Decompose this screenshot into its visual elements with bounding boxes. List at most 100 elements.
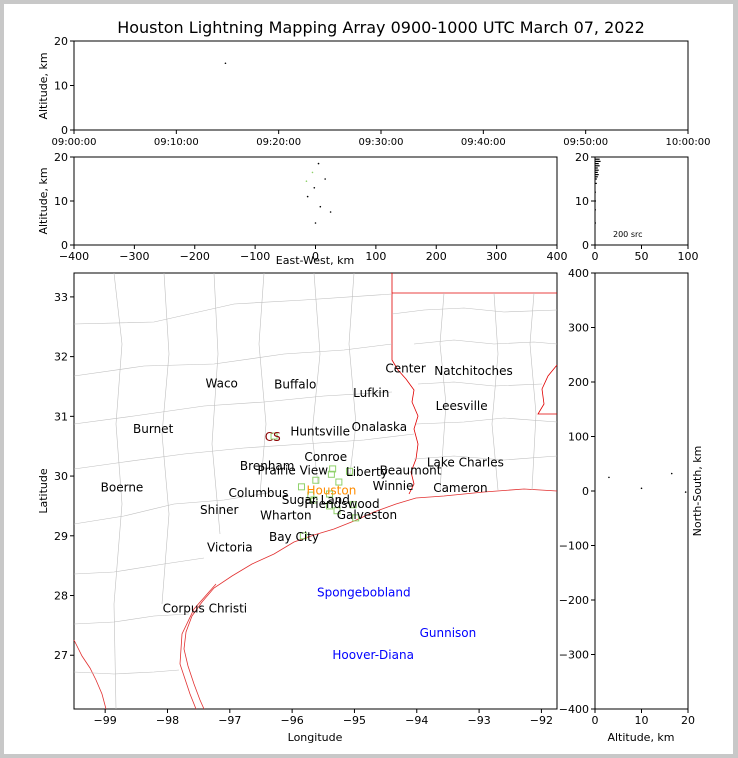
time-axis-tick-label: 09:00:00	[52, 137, 97, 148]
place-label: Wharton	[260, 508, 311, 522]
source-point	[640, 487, 643, 490]
histogram-x-tick-label: 0	[592, 250, 599, 263]
map-axes	[73, 272, 558, 710]
source-point	[684, 491, 687, 493]
place-label: Lake Charles	[427, 455, 504, 469]
east-west-axes	[73, 156, 558, 246]
place-label: Beaumont	[380, 464, 442, 478]
source-point	[305, 180, 308, 182]
north-south-y-tick-label: −100	[559, 540, 589, 553]
map-xlabel: Longitude	[288, 731, 343, 744]
time-altitude-y-tick-label: 20	[54, 35, 68, 48]
time-altitude-ylabel: Altitude, km	[37, 52, 50, 119]
lma-station-marker	[326, 502, 334, 510]
east-west-x-tick-label: 200	[426, 250, 447, 263]
lma-figure: Houston Lightning Mapping Array 0900-100…	[37, 18, 710, 744]
time-altitude-y-tick-label: 0	[61, 124, 68, 137]
north-south-y-tick-label: 200	[568, 376, 589, 389]
place-label: Center	[385, 362, 425, 376]
place-label: Hoover-Diana	[332, 648, 414, 662]
lma-station-marker	[270, 432, 278, 440]
lma-station-marker	[349, 501, 357, 509]
source-point	[608, 476, 610, 479]
histogram-x-tick-label: 50	[635, 250, 649, 263]
place-label: Columbus	[229, 486, 289, 500]
lma-station-marker	[335, 478, 343, 486]
histogram-annotation: 200 src	[613, 230, 643, 239]
place-label: Sugar Land	[282, 493, 350, 507]
source-point	[329, 211, 332, 213]
place-label: Houston	[306, 483, 356, 497]
lma-station-marker	[333, 507, 341, 515]
east-west-x-tick-label: −400	[59, 250, 89, 263]
east-west-x-tick-label: −200	[180, 250, 210, 263]
place-label: Shiner	[200, 503, 239, 517]
north-south-y-tick-label: −400	[559, 703, 589, 716]
place-label: Gunnison	[420, 626, 477, 640]
mexico-border	[73, 639, 107, 710]
time-altitude-axes	[73, 40, 689, 131]
place-label: Waco	[206, 376, 238, 390]
north-south-panel: Altitude, km North-South, km 0 10 20 −400 −3…	[559, 267, 704, 744]
histogram-y-tick-label: 0	[582, 239, 589, 252]
altitude-histogram-panel: 200 src 0 50 100 0 10 20	[575, 151, 699, 263]
north-south-x-tick-label: 0	[592, 714, 599, 727]
longitude-tick-label: −96	[281, 714, 304, 727]
time-axis-tick-label: 10:00:00	[666, 137, 711, 148]
lma-station-marker	[329, 465, 337, 473]
north-south-ylabel: North-South, km	[691, 446, 704, 537]
place-label: Victoria	[207, 541, 253, 555]
latitude-tick-label: 30	[54, 470, 68, 483]
place-label: Winnie	[373, 479, 414, 493]
lma-station-marker	[299, 532, 307, 540]
latitude-tick-label: 33	[54, 291, 68, 304]
place-label: Burnet	[133, 422, 174, 436]
longitude-tick-label: −94	[405, 714, 428, 727]
source-point	[670, 472, 673, 475]
place-label: Onalaska	[352, 420, 407, 434]
place-label: Friendswood	[304, 497, 379, 511]
place-label: Lufkin	[353, 386, 389, 400]
north-south-xlabel: Altitude, km	[607, 731, 674, 744]
east-west-y-tick-label: 10	[54, 195, 68, 208]
source-point	[313, 187, 316, 189]
lma-station-marker	[326, 490, 334, 498]
north-south-x-tick-label: 20	[681, 714, 695, 727]
time-axis-tick-label: 09:50:00	[563, 137, 608, 148]
place-label: Natchitoches	[434, 364, 512, 378]
place-label: Cameron	[433, 481, 487, 495]
place-label: Spongebobland	[317, 586, 411, 600]
east-west-x-tick-label: 300	[486, 250, 507, 263]
map-boundaries	[73, 273, 558, 710]
place-label: Buffalo	[274, 378, 316, 392]
lma-station-marker	[297, 483, 305, 491]
time-altitude-y-tick-label: 10	[54, 80, 68, 93]
longitude-tick-label: −97	[218, 714, 241, 727]
place-label: Conroe	[304, 450, 347, 464]
east-west-y-tick-label: 0	[61, 239, 68, 252]
place-label: Corpus Christi	[163, 602, 248, 616]
lma-station-marker	[312, 476, 320, 484]
place-label: Liberty	[346, 465, 388, 479]
barrier-island	[179, 583, 217, 710]
longitude-tick-label: −92	[530, 714, 553, 727]
time-axis-tick-label: 09:30:00	[359, 137, 404, 148]
source-point	[306, 195, 309, 198]
figure-frame: Houston Lightning Mapping Array 0900-100…	[4, 4, 733, 754]
longitude-tick-label: −95	[343, 714, 366, 727]
time-axis-tick-label: 09:20:00	[256, 137, 301, 148]
figure-title: Houston Lightning Mapping Array 0900-100…	[117, 18, 645, 37]
histogram-y-tick-label: 10	[575, 195, 589, 208]
texas-louisiana-border	[391, 273, 419, 495]
place-label: Bay City	[269, 530, 319, 544]
place-label: Galveston	[337, 508, 397, 522]
east-west-x-tick-label: −100	[240, 250, 270, 263]
time-altitude-panel: Altitude, km 09:00:00 09:10:00 09:20:00 09:…	[37, 35, 710, 148]
map-ylabel: Latitude	[37, 468, 50, 514]
histogram-y-tick-label: 20	[575, 151, 589, 164]
plan-view-map-panel: Longitude Latitude −99 −98 −97 −96 −95 −94 −93…	[37, 272, 558, 744]
lma-station-marker	[310, 496, 318, 504]
source-point	[311, 171, 314, 174]
north-south-y-tick-label: 100	[568, 431, 589, 444]
north-south-y-tick-label: −300	[559, 649, 589, 662]
